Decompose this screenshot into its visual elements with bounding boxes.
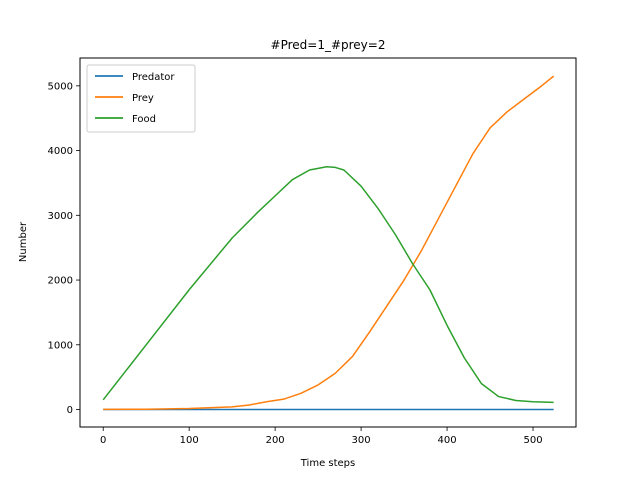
y-tick-label: 5000 bbox=[48, 81, 73, 92]
series-line-prey bbox=[103, 75, 555, 411]
y-tick-label: 4000 bbox=[48, 146, 73, 157]
x-axis-label: Time steps bbox=[300, 458, 356, 469]
y-tick-label: 0 bbox=[67, 405, 73, 416]
legend-label-food: Food bbox=[132, 114, 156, 125]
legend-label-prey: Prey bbox=[132, 93, 154, 104]
y-axis-label: Number bbox=[18, 221, 29, 262]
x-tick-label: 300 bbox=[352, 435, 371, 446]
series-line-food bbox=[102, 166, 554, 404]
y-tick-label: 2000 bbox=[48, 276, 73, 287]
y-tick-label: 3000 bbox=[48, 211, 73, 222]
chart-title: #Pred=1_#prey=2 bbox=[271, 38, 386, 52]
legend-box bbox=[86, 64, 196, 133]
x-tick-label: 200 bbox=[266, 435, 285, 446]
x-tick-label: 0 bbox=[100, 435, 106, 446]
plot-frame bbox=[79, 57, 577, 428]
x-tick-label: 100 bbox=[180, 435, 199, 446]
legend: Predator Prey Food bbox=[86, 64, 196, 133]
x-tick-label: 400 bbox=[438, 435, 457, 446]
x-tick-label: 500 bbox=[523, 435, 542, 446]
y-tick-label: 1000 bbox=[48, 340, 73, 351]
legend-label-predator: Predator bbox=[132, 72, 175, 83]
